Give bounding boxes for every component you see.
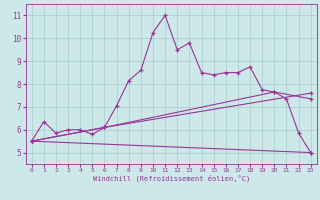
X-axis label: Windchill (Refroidissement éolien,°C): Windchill (Refroidissement éolien,°C): [92, 175, 250, 182]
